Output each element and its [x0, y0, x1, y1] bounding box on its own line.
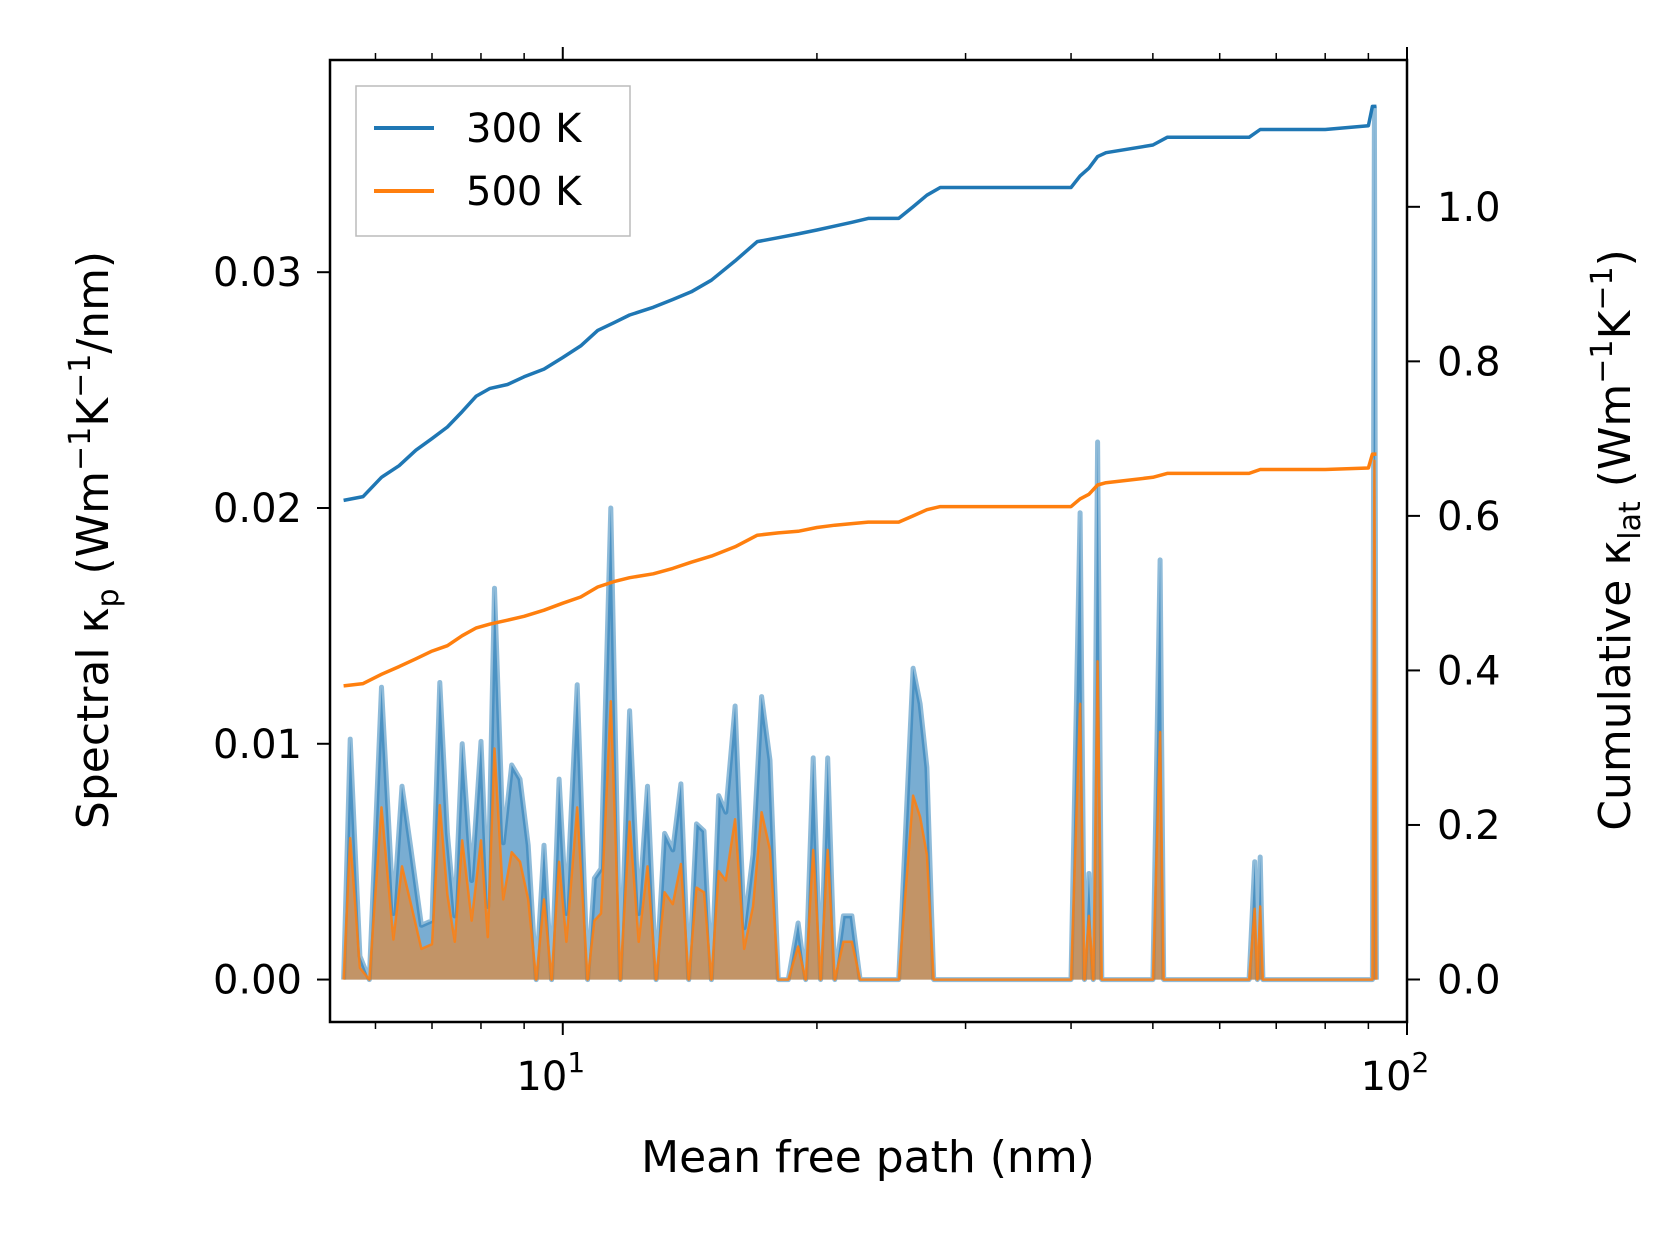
legend-label-500k: 500 K [466, 169, 583, 215]
legend-label-300k: 300 K [466, 106, 583, 152]
plot-frame [328, 58, 1409, 1024]
x-tick-label-0: 101 [516, 1046, 585, 1100]
left-axis-label: Spectral κp (Wm−1K−1/nm) [63, 251, 126, 829]
left-tick-label-1: 0.01 [213, 722, 302, 768]
cumulative-layer [343, 104, 1377, 688]
right-tick-label-5: 1.0 [1437, 185, 1501, 231]
right-tick-label-1: 0.2 [1437, 803, 1501, 849]
axes-layer: 101 102 0.00 0.01 0.02 0.03 0.0 0.2 0.4 0.6 0.8 1.0 [213, 47, 1501, 1100]
right-tick-label-3: 0.6 [1437, 494, 1501, 540]
left-tick-label-0: 0.00 [213, 958, 302, 1004]
legend-frame [355, 85, 631, 237]
right-tick-label-4: 0.8 [1437, 339, 1501, 385]
left-tick-label-2: 0.02 [213, 486, 302, 532]
left-tick-label-3: 0.03 [213, 250, 302, 296]
x-tick-label-1: 102 [1361, 1046, 1430, 1100]
right-axis-label: Cumulative κlat (Wm−1K−1) [1585, 249, 1648, 831]
cumulative-line-300k [343, 104, 1377, 503]
spectral-line-500k [342, 459, 1378, 981]
right-tick-label-2: 0.4 [1437, 648, 1501, 694]
right-tick-label-0: 0.0 [1437, 958, 1501, 1004]
legend: 300 K 500 K [355, 85, 631, 237]
spectral-area-500k [343, 460, 1377, 980]
spectral-layer [341, 104, 1379, 983]
cumulative-line-500k [343, 452, 1377, 688]
x-axis-label: Mean free path (nm) [641, 1132, 1095, 1183]
